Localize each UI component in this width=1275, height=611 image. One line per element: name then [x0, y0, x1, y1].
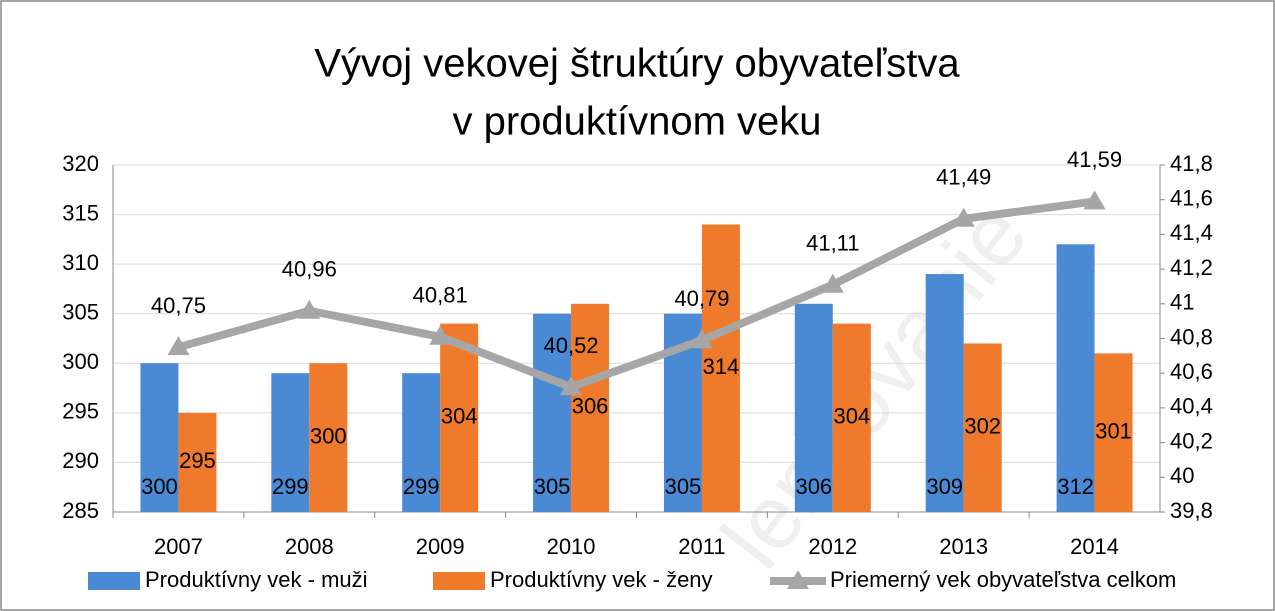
bar [832, 323, 871, 512]
y-tick-label: 320 [62, 151, 99, 176]
bar [925, 274, 964, 512]
bar [794, 303, 833, 512]
x-tick-label: 2008 [285, 534, 334, 559]
bar [571, 303, 610, 512]
data-label: 295 [179, 448, 216, 473]
data-label: 305 [665, 474, 702, 499]
data-label: 40,75 [151, 293, 206, 318]
y2-tick-label: 41,4 [1170, 220, 1213, 245]
data-label: 40,52 [544, 333, 599, 358]
bar [402, 373, 441, 512]
bar [1094, 353, 1133, 512]
y2-tick-label: 41,8 [1170, 151, 1213, 176]
line-marker [1083, 190, 1106, 210]
legend-label: Produktívny vek - ženy [490, 567, 713, 592]
x-tick-label: 2009 [416, 534, 465, 559]
data-label: 40,81 [413, 283, 468, 308]
data-label: 41,49 [936, 165, 991, 190]
bar [1056, 244, 1095, 513]
legend-label: Produktívny vek - muži [145, 567, 368, 592]
bar [440, 323, 479, 512]
data-label: 41,59 [1067, 147, 1122, 172]
bar [178, 412, 217, 512]
data-label: 306 [572, 394, 609, 419]
y-tick-label: 285 [62, 498, 99, 523]
bar [271, 373, 310, 512]
data-label: 301 [1095, 418, 1132, 443]
x-tick-label: 2011 [678, 534, 725, 559]
bar [309, 363, 348, 512]
data-label: 304 [441, 404, 478, 429]
line-marker [560, 376, 583, 396]
data-label: 40,79 [674, 286, 729, 311]
y2-tick-label: 40 [1170, 463, 1194, 488]
x-tick-label: 2012 [808, 534, 857, 559]
data-label: 312 [1057, 474, 1094, 499]
y-tick-label: 300 [62, 349, 99, 374]
bar [701, 224, 740, 512]
y2-tick-label: 41 [1170, 290, 1194, 315]
chart-title: v produktívnom veku [452, 100, 821, 144]
y2-tick-label: 40,4 [1170, 394, 1213, 419]
y-tick-label: 315 [62, 200, 99, 225]
legend-label: Priemerný vek obyvateľstva celkom [830, 567, 1176, 592]
data-label: 309 [926, 474, 963, 499]
line-marker [821, 273, 844, 293]
y-tick-label: 290 [62, 448, 99, 473]
line-marker [167, 336, 190, 356]
x-tick-label: 2010 [547, 534, 596, 559]
bar [963, 343, 1002, 512]
x-tick-label: 2014 [1070, 534, 1119, 559]
data-label: 299 [272, 474, 309, 499]
line-marker [952, 207, 975, 227]
line-marker [690, 329, 713, 349]
data-label: 304 [833, 404, 870, 429]
legend-swatch [88, 572, 140, 590]
y-tick-label: 295 [62, 399, 99, 424]
bar [533, 313, 572, 512]
y2-tick-label: 40,6 [1170, 359, 1213, 384]
y2-tick-label: 40,2 [1170, 428, 1213, 453]
data-label: 314 [703, 354, 740, 379]
y2-tick-label: 41,6 [1170, 186, 1213, 211]
chart-title: Vývoj vekovej štruktúry obyvateľstva [314, 42, 960, 86]
y2-tick-label: 41,2 [1170, 255, 1213, 280]
data-label: 305 [534, 474, 571, 499]
line-marker [298, 299, 321, 319]
data-label: 41,11 [806, 231, 859, 256]
bar [140, 363, 179, 512]
legend-swatch [787, 570, 809, 589]
line [177, 197, 1096, 392]
y2-tick-label: 40,8 [1170, 324, 1213, 349]
data-label: 300 [310, 423, 347, 448]
data-label: 306 [795, 474, 832, 499]
line-marker [429, 325, 452, 345]
y-tick-label: 310 [62, 250, 99, 275]
data-label: 40,96 [282, 257, 337, 282]
y-tick-label: 305 [62, 300, 99, 325]
legend-swatch [433, 572, 485, 590]
data-label: 302 [964, 414, 1001, 439]
x-tick-label: 2007 [154, 534, 203, 559]
data-label: 299 [403, 474, 440, 499]
y2-tick-label: 39,8 [1170, 498, 1213, 523]
data-label: 300 [141, 474, 178, 499]
x-tick-label: 2013 [939, 534, 988, 559]
